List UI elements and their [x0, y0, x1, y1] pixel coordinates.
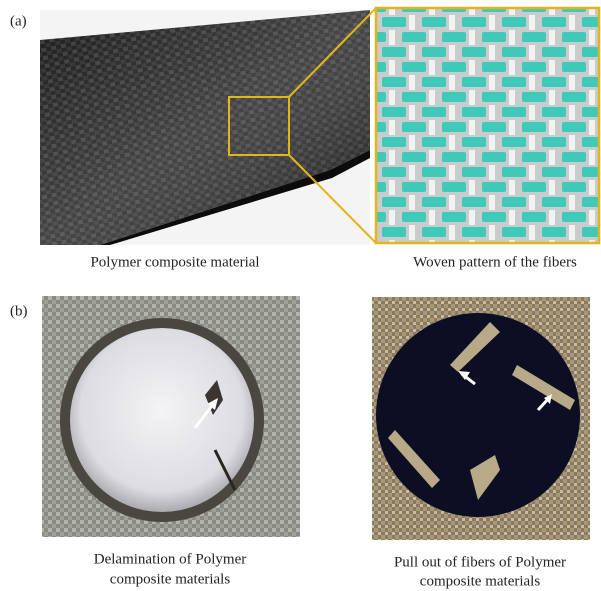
carbon-photo — [40, 10, 370, 245]
delamination-photo — [42, 296, 300, 537]
panel-label: (a) — [10, 13, 27, 29]
caption: Pull out of fibers of Polymer — [394, 554, 566, 570]
caption: Polymer composite material — [90, 254, 259, 270]
panel-label: (b) — [10, 303, 28, 319]
caption: composite materials — [110, 571, 231, 587]
caption: Woven pattern of the fibers — [413, 254, 577, 270]
caption: Delamination of Polymer — [94, 551, 246, 567]
caption: composite materials — [420, 573, 541, 589]
weave-diagram — [374, 6, 601, 245]
zoom-line — [288, 7, 377, 98]
pullout-photo — [372, 297, 590, 540]
zoom-line — [288, 154, 377, 244]
